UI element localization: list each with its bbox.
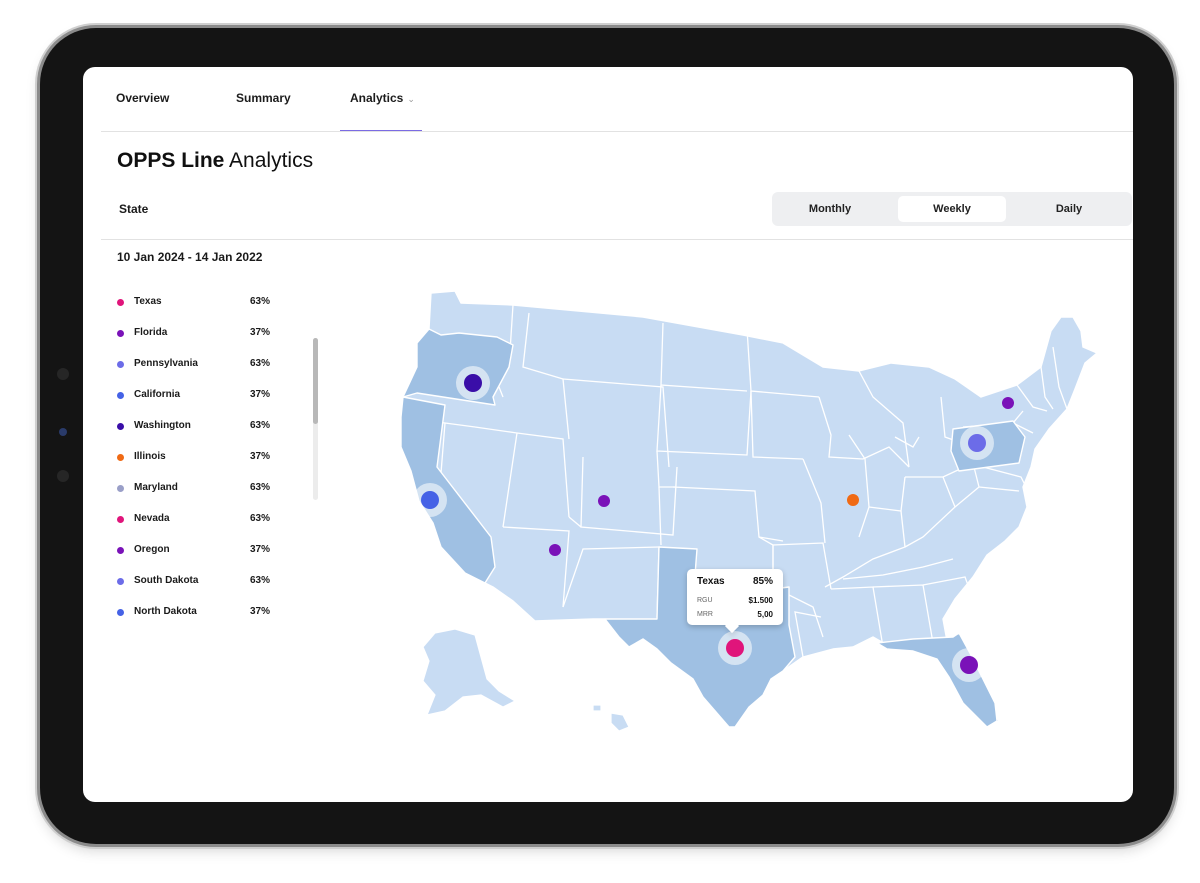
marker-illinois[interactable] (847, 494, 859, 506)
legend-item[interactable]: Oregon 37% (117, 544, 277, 575)
legend-dot (117, 299, 124, 306)
sensor-icon (59, 428, 67, 436)
tooltip-value: 85% (752, 576, 773, 587)
chevron-down-icon[interactable]: ⌄ (407, 94, 415, 104)
legend-dot (117, 392, 124, 399)
state-hawaii[interactable] (610, 712, 630, 732)
legend-state-pct: 37% (250, 451, 271, 462)
marker-washington[interactable] (464, 374, 482, 392)
legend-dot (117, 516, 124, 523)
legend-state-pct: 63% (250, 513, 271, 524)
legend-state-name: Illinois (134, 451, 166, 462)
tooltip-row-value: 5,00 (757, 610, 773, 619)
us-map (400, 290, 1098, 732)
legend-item[interactable]: Florida 37% (117, 327, 277, 358)
legend-state-name: Texas (134, 296, 162, 307)
marker-florida[interactable] (960, 656, 978, 674)
map-tooltip: Texas 85% RGU $1.500 MRR 5,00 (687, 569, 783, 625)
marker-nevada[interactable] (549, 544, 561, 556)
legend-state-name: Oregon (134, 544, 170, 555)
tooltip-row-key: RGU (697, 597, 713, 604)
legend-dot (117, 454, 124, 461)
legend-dot (117, 609, 124, 616)
page-title-bold: OPPS Line (117, 149, 225, 172)
legend-state-name: North Dakota (134, 606, 197, 617)
tooltip-row-key: MRR (697, 611, 713, 618)
legend-item[interactable]: Nevada 63% (117, 513, 277, 544)
tablet-side-button (36, 86, 40, 140)
legend-item[interactable]: Maryland 63% (117, 482, 277, 513)
tab-divider (101, 131, 1133, 132)
legend-item[interactable]: Illinois 37% (117, 451, 277, 482)
tab-overview[interactable]: Overview (116, 91, 169, 105)
legend-item[interactable]: California 37% (117, 389, 277, 420)
legend-dot (117, 578, 124, 585)
filter-divider (101, 239, 1133, 240)
period-weekly-button[interactable]: Weekly (898, 196, 1006, 222)
state-california[interactable] (400, 396, 496, 584)
tooltip-state: Texas (697, 576, 725, 587)
tab-summary[interactable]: Summary (236, 91, 291, 105)
legend-dot (117, 423, 124, 430)
tab-analytics[interactable]: Analytics ⌄ (350, 91, 415, 105)
page-title-rest: Analytics (224, 149, 314, 172)
period-monthly-button[interactable]: Monthly (808, 203, 852, 215)
legend-state-name: California (134, 389, 181, 400)
legend-item[interactable]: Texas 63% (117, 296, 277, 327)
legend-state-pct: 63% (250, 296, 271, 307)
legend-state-pct: 37% (250, 389, 271, 400)
marker-oregon[interactable] (598, 495, 610, 507)
legend-state-name: Nevada (134, 513, 170, 524)
legend-state-pct: 37% (250, 327, 271, 338)
tablet-top-button-right (186, 24, 230, 28)
period-toggle: Monthly Weekly Daily (772, 192, 1132, 226)
speaker-icon (57, 470, 69, 482)
period-daily-button[interactable]: Daily (1055, 203, 1083, 215)
marker-california[interactable] (421, 491, 439, 509)
legend-state-pct: 63% (250, 482, 271, 493)
app-screen: Overview Summary Analytics ⌄ OPPS Line An… (83, 67, 1133, 802)
legend-state-pct: 63% (250, 575, 271, 586)
legend-scrollbar-thumb[interactable] (313, 338, 318, 424)
legend-dot (117, 330, 124, 337)
legend-state-name: Florida (134, 327, 168, 338)
marker-texas[interactable] (726, 639, 744, 657)
legend-state-pct: 37% (250, 544, 271, 555)
marker-pennsylvania[interactable] (968, 434, 986, 452)
tablet-top-button-left (128, 24, 176, 28)
page-title: OPPS Line Analytics (117, 149, 313, 173)
state-hawaii-island-2 (592, 704, 602, 712)
legend-state-pct: 63% (250, 358, 271, 369)
legend-state-name: Maryland (134, 482, 178, 493)
legend-state-name: Washington (134, 420, 191, 431)
map-markers (413, 366, 1014, 682)
tooltip-row-value: $1.500 (748, 596, 773, 605)
legend-item[interactable]: Pennsylvania 63% (117, 358, 277, 389)
marker-new-york[interactable] (1002, 397, 1014, 409)
legend-item[interactable]: Washington 63% (117, 420, 277, 451)
legend-dot (117, 547, 124, 554)
date-range: 10 Jan 2024 - 14 Jan 2022 (117, 250, 263, 264)
state-legend: Texas 63% Florida 37% Pennsylvania 63% Cali… (117, 296, 277, 637)
tab-overview-label: Overview (116, 91, 170, 105)
legend-state-name: Pennsylvania (134, 358, 198, 369)
state-alaska[interactable] (422, 628, 517, 716)
legend-item[interactable]: North Dakota 37% (117, 606, 277, 637)
legend-dot (117, 361, 124, 368)
legend-state-pct: 37% (250, 606, 271, 617)
tab-analytics-label: Analytics (350, 91, 404, 105)
camera-icon (57, 368, 69, 380)
legend-state-pct: 63% (250, 420, 271, 431)
legend-state-name: South Dakota (134, 575, 199, 586)
tab-summary-label: Summary (236, 91, 291, 105)
legend-item[interactable]: South Dakota 63% (117, 575, 277, 606)
state-filter-label: State (119, 202, 149, 216)
legend-dot (117, 485, 124, 492)
state-florida[interactable] (876, 632, 998, 728)
